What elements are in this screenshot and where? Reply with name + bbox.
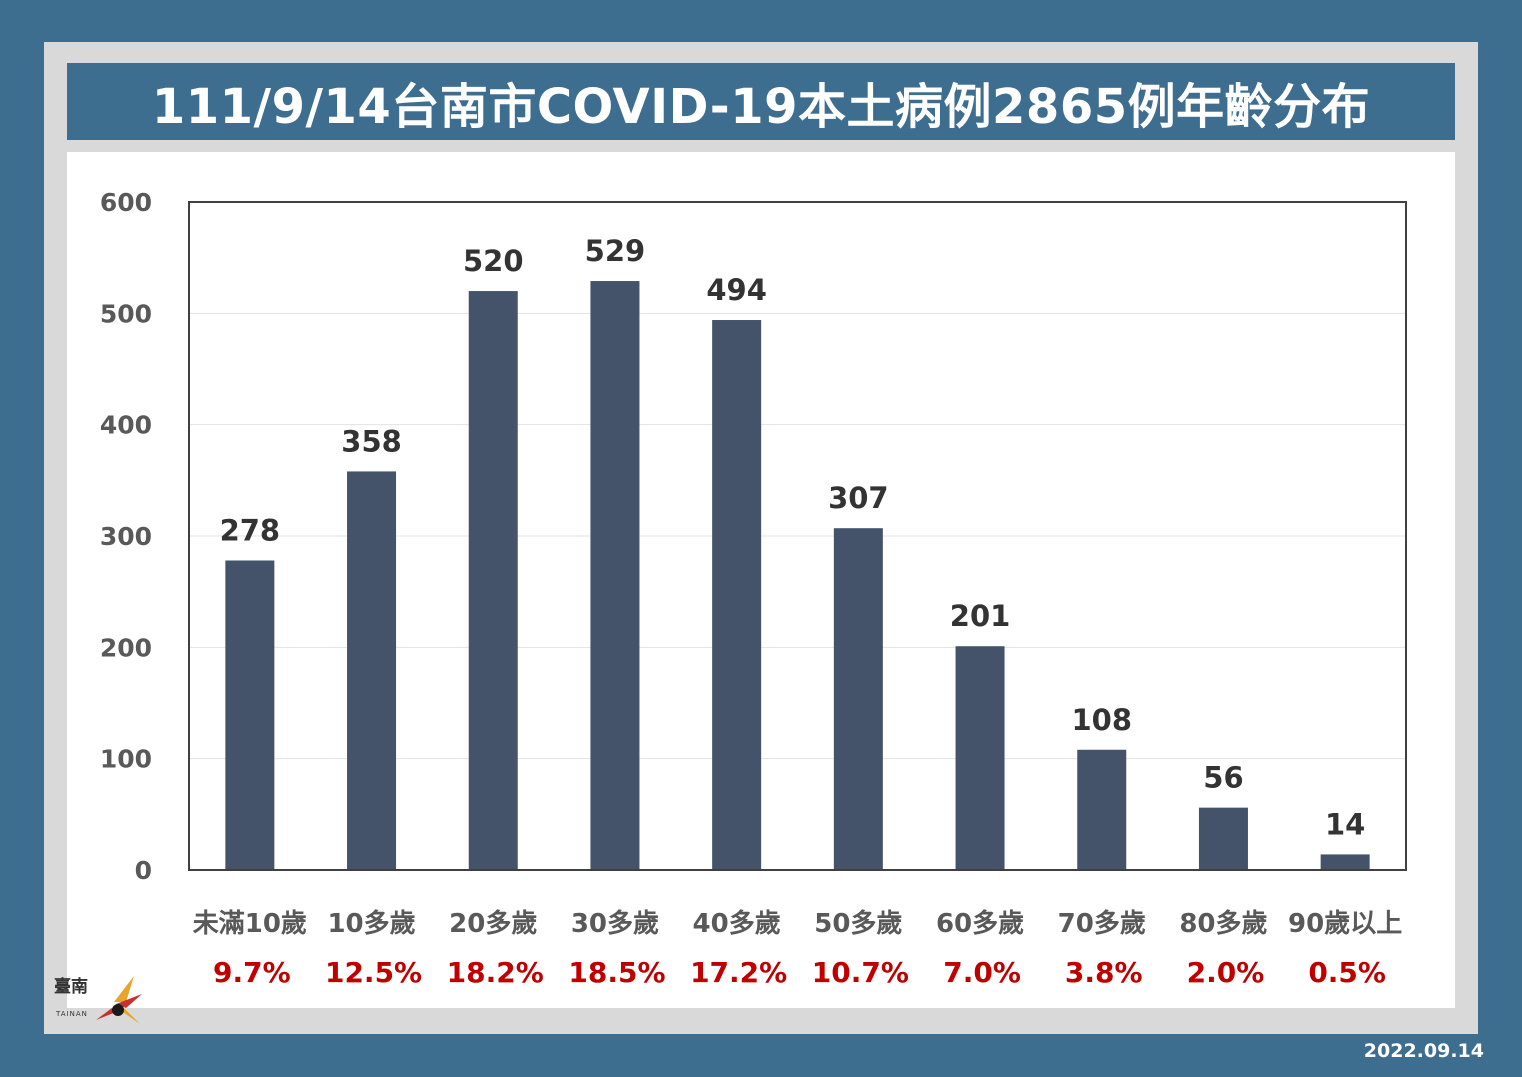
x-tick-label: 90歲以上 [1288,909,1402,939]
y-tick-label: 600 [100,188,152,217]
data-label: 358 [341,424,402,458]
y-tick-label: 500 [100,299,152,328]
x-tick-label: 30多歲 [571,909,659,939]
title-bar: 111/9/14台南市COVID-19本土病例2865例年齡分布 [67,63,1455,140]
x-tick-label: 70多歲 [1058,909,1146,939]
percent-label: 3.8% [1065,956,1143,989]
percent-label: 18.5% [568,956,665,989]
percent-label: 2.0% [1187,956,1265,989]
data-label: 307 [828,481,889,515]
y-tick-label: 300 [100,522,152,551]
bar [1198,807,1248,870]
tainan-logo: 臺南 TAINAN [54,972,144,1028]
data-label: 108 [1071,703,1132,737]
percent-label: 0.5% [1308,956,1386,989]
x-tick-label: 40多歲 [693,909,781,939]
logo-subtext: TAINAN [56,1010,88,1018]
percent-label: 12.5% [325,956,422,989]
y-tick-label: 100 [100,745,152,774]
y-tick-label: 200 [100,633,152,662]
logo-text: 臺南 [54,977,88,997]
bar [225,560,275,870]
chart-title: 111/9/14台南市COVID-19本土病例2865例年齡分布 [151,78,1371,135]
data-label: 520 [463,244,524,278]
x-tick-label: 20多歲 [449,909,537,939]
x-tick-label: 未滿10歲 [193,909,307,939]
bar [468,291,518,871]
bar [590,281,640,871]
bar [712,320,762,871]
bar [833,528,883,870]
x-tick-label: 10多歲 [327,909,415,939]
bar [1320,854,1370,870]
bar [955,646,1005,870]
bar [1077,749,1127,870]
x-tick-label: 60多歲 [936,909,1024,939]
data-label: 494 [706,273,767,307]
x-tick-label: 50多歲 [814,909,902,939]
percent-label: 18.2% [447,956,544,989]
x-tick-label: 80多歲 [1179,909,1267,939]
logo-emblem-icon [96,976,142,1024]
percent-label: 17.2% [690,956,787,989]
data-label: 529 [585,234,646,268]
percent-label: 10.7% [812,956,909,989]
data-label: 56 [1203,761,1243,795]
percent-label: 9.7% [213,956,291,989]
data-label: 278 [220,513,281,547]
bar [347,471,397,870]
percent-label: 7.0% [943,956,1021,989]
date-label: 2022.09.14 [1363,1040,1484,1062]
data-label: 201 [950,599,1011,633]
y-tick-label: 0 [135,856,152,885]
data-label: 14 [1325,807,1365,841]
y-tick-label: 400 [100,411,152,440]
